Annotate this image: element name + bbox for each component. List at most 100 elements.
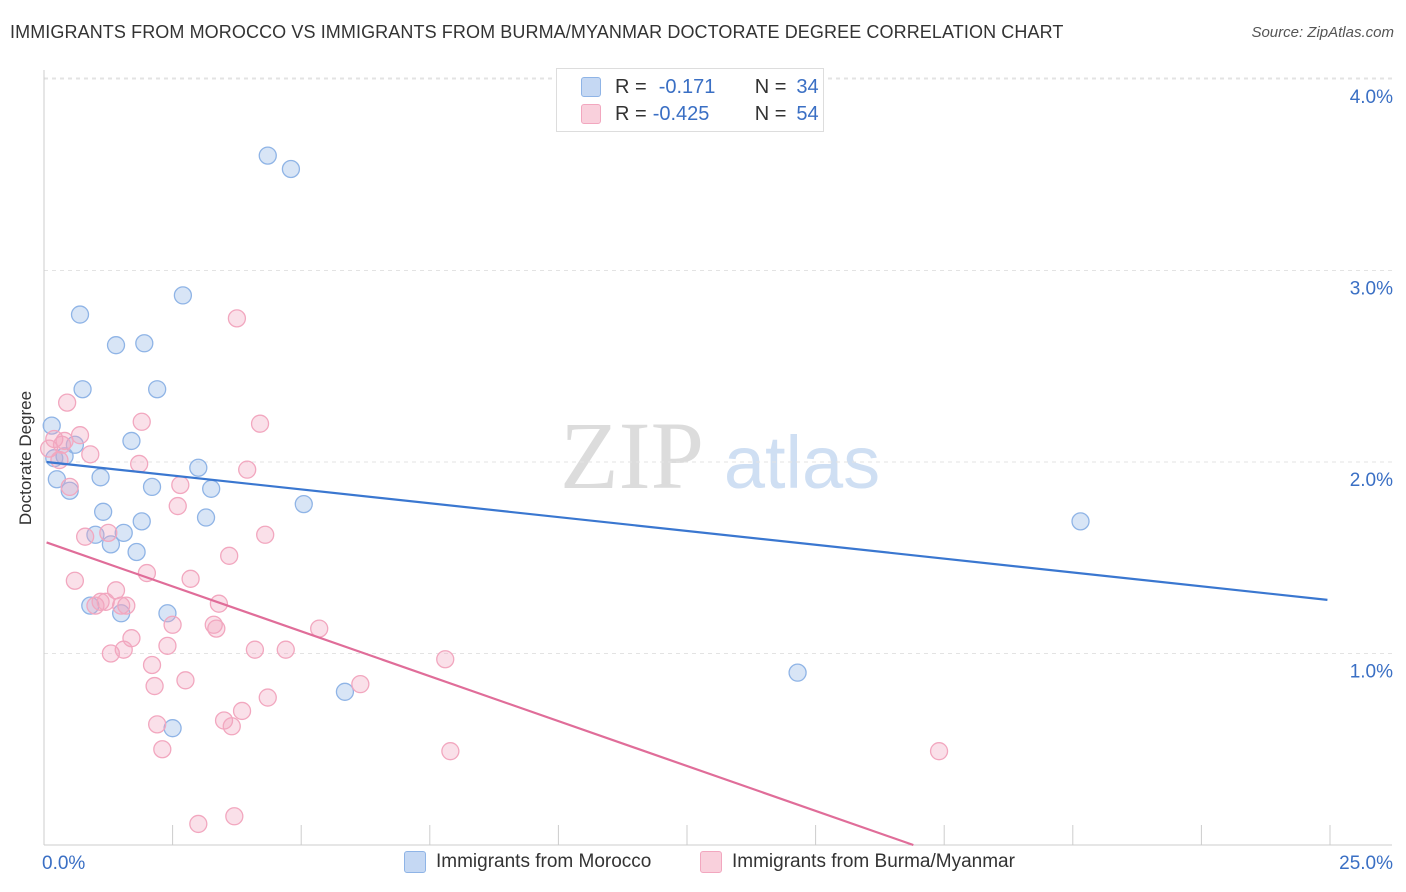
scatter-point (788, 663, 807, 682)
scatter-point (60, 477, 79, 497)
scatter-point (112, 596, 131, 615)
scatter-point (163, 719, 182, 738)
scatter-point (181, 569, 200, 588)
scatter-point (99, 523, 118, 543)
scatter-point (335, 682, 355, 701)
scatter-point (135, 334, 154, 353)
gridlines (44, 77, 1392, 654)
scatter-point (132, 512, 151, 531)
scatter-point (148, 380, 167, 399)
scatter-point (65, 435, 85, 454)
scatter-point (245, 640, 265, 659)
y-axis-label: Doctorate Degree (16, 390, 35, 526)
scatter-point (220, 546, 239, 565)
scatter-point (106, 336, 126, 355)
y-tick-label: 3.0% (1350, 279, 1393, 300)
r-value: -0.171 (658, 75, 716, 98)
source-credit: Source: ZipAtlas.com (1251, 24, 1394, 41)
morocco-swatch (581, 77, 601, 97)
axes (43, 70, 1392, 846)
x-tick-label-min: 0.0% (42, 853, 85, 874)
scatter-point (250, 414, 270, 433)
n-value: 34 (796, 75, 819, 98)
y-tick-labels: 1.0% 2.0% 3.0% 4.0% (1350, 87, 1393, 683)
scatter-point (238, 460, 257, 479)
burma-swatch (581, 104, 601, 124)
stats-legend: R = -0.171 N = 34 R = -0.425 N = 54 (556, 68, 824, 132)
r-label: R = (615, 102, 647, 125)
series-burma (39, 309, 949, 834)
scatter-point (106, 581, 126, 600)
scatter-point (158, 604, 177, 623)
watermark-atlas: atlas (724, 421, 880, 504)
scatter-point (117, 596, 136, 615)
scatter-point (57, 393, 77, 412)
scatter-point (130, 454, 149, 474)
scatter-point (158, 636, 177, 655)
n-label: N = (754, 102, 787, 125)
scatter-point (1071, 512, 1090, 531)
scatter-point (153, 740, 172, 759)
legend-label-morocco: Immigrants from Morocco (436, 851, 652, 872)
stats-row-burma: R = -0.425 N = 54 (581, 101, 819, 127)
scatter-point (189, 814, 208, 834)
scatter-point (225, 807, 244, 826)
scatter-point (81, 445, 100, 464)
burma-legend-swatch (700, 851, 722, 873)
stats-row-morocco: R = -0.171 N = 34 (581, 74, 819, 100)
scatter-point (227, 309, 247, 328)
legend-label-burma: Immigrants from Burma/Myanmar (732, 851, 1015, 872)
scatter-point (189, 458, 208, 477)
scatter-point (70, 305, 90, 324)
scatter-point (148, 715, 167, 734)
scatter-point (55, 431, 74, 451)
trendline-morocco (46, 460, 1328, 601)
scatter-point (91, 592, 110, 611)
scatter-point (202, 479, 221, 498)
scatter-point (276, 640, 295, 659)
scatter-point (122, 629, 141, 648)
scatter-point (142, 655, 162, 675)
scatter-point (137, 563, 157, 583)
legend-item-burma: Immigrants from Burma/Myanmar (700, 851, 1015, 873)
scatter-point (114, 523, 133, 543)
watermark-zip: ZIP (560, 402, 704, 509)
scatter-point (222, 717, 241, 736)
y-tick-label: 4.0% (1350, 87, 1393, 108)
scatter-point (65, 571, 85, 590)
watermark: ZIP atlas (560, 402, 880, 509)
scatter-point (258, 688, 277, 707)
scatter-point (122, 431, 141, 451)
scatter-point (142, 477, 162, 497)
scatter-point (281, 159, 301, 179)
scatter-point (436, 650, 455, 669)
scatter-point (196, 508, 216, 527)
r-value: -0.425 (652, 102, 710, 125)
scatter-point (127, 542, 146, 562)
scatter-point (70, 426, 90, 445)
scatter-point (145, 676, 164, 696)
series-legend: Immigrants from Morocco Immigrants from … (0, 851, 1406, 877)
scatter-point (50, 450, 69, 470)
x-tick-labels: 0.0% 25.0% (42, 853, 1393, 874)
scatter-point (94, 502, 113, 521)
series-morocco (42, 146, 1090, 738)
scatter-point (101, 535, 121, 554)
trendline-burma (46, 541, 914, 847)
scatter-point (176, 671, 195, 690)
scatter-point (163, 615, 182, 634)
legend-item-morocco: Immigrants from Morocco (404, 851, 651, 873)
n-label: N = (754, 75, 787, 98)
scatter-point (73, 380, 92, 399)
scatter-point (132, 412, 151, 431)
y-tick-label: 1.0% (1350, 662, 1393, 683)
scatter-point (294, 494, 313, 514)
n-value: 54 (796, 102, 819, 125)
scatter-point (207, 619, 226, 638)
scatter-point (232, 701, 252, 721)
data-series (39, 146, 1328, 847)
scatter-point (91, 468, 110, 487)
scatter-point (173, 286, 193, 305)
scatter-point (258, 146, 277, 165)
